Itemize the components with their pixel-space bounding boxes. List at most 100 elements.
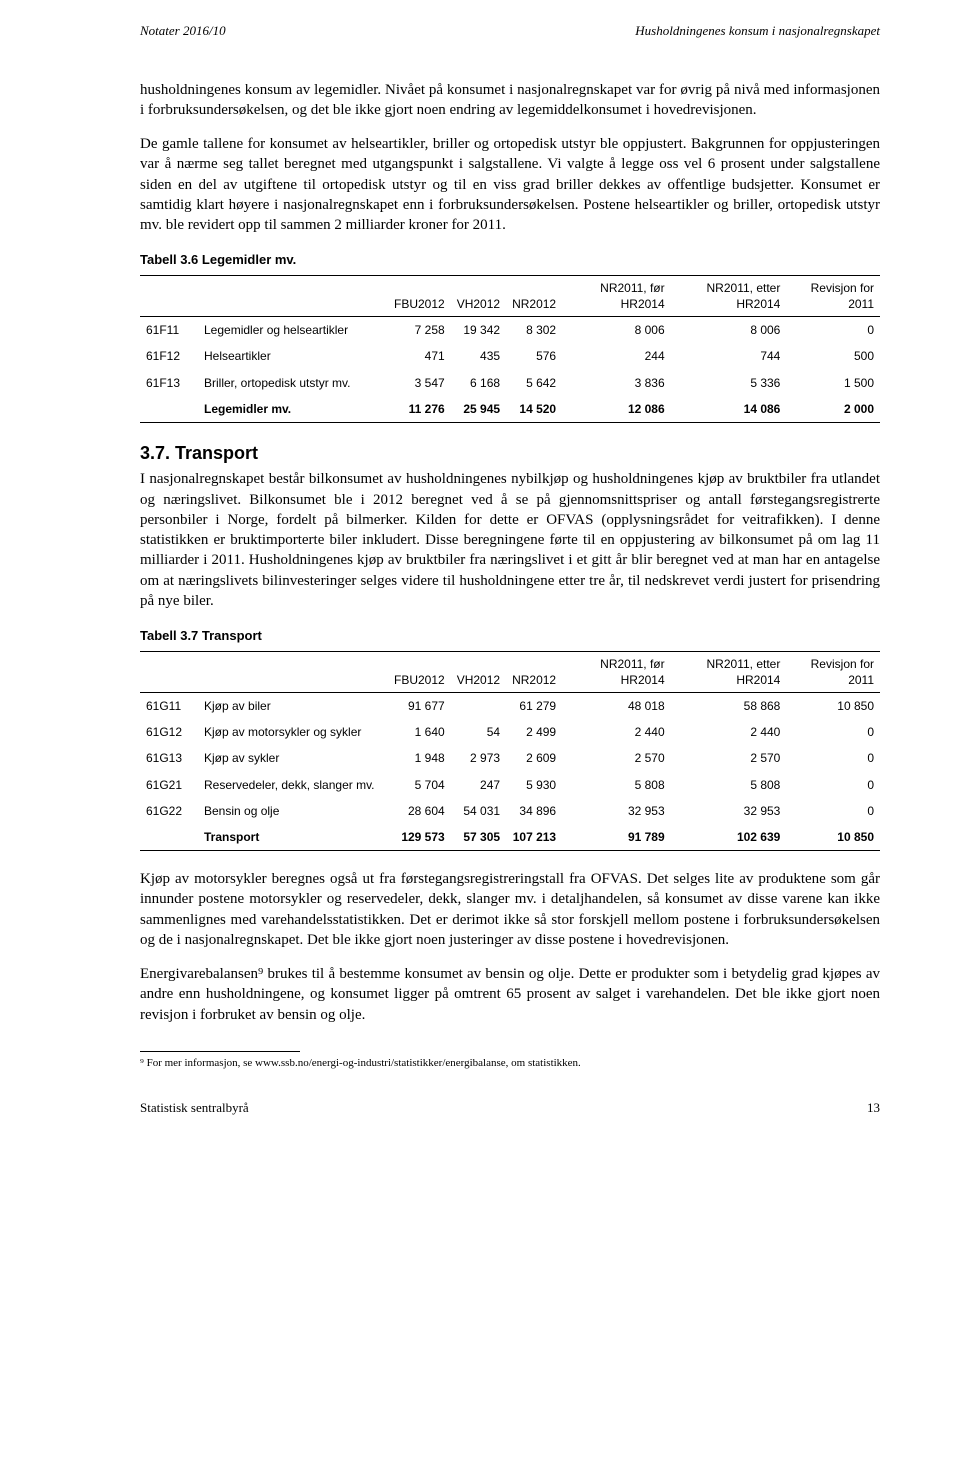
- cell-value: 91 677: [388, 692, 451, 719]
- cell-code: [140, 824, 198, 851]
- cell-value: 91 789: [562, 824, 671, 851]
- cell-value: 744: [671, 343, 787, 369]
- footnote-9: ⁹ For mer informasjon, se www.ssb.no/ene…: [140, 1056, 880, 1071]
- cell-code: 61G13: [140, 745, 198, 771]
- cell-value: 5 704: [388, 772, 451, 798]
- th-empty: [140, 275, 198, 316]
- cell-value: 3 547: [388, 370, 451, 396]
- cell-value: 5 336: [671, 370, 787, 396]
- th-vh2012: VH2012: [451, 651, 506, 692]
- cell-value: 0: [786, 719, 880, 745]
- th-empty: [140, 651, 198, 692]
- cell-label: Bensin og olje: [198, 798, 388, 824]
- cell-label: Kjøp av sykler: [198, 745, 388, 771]
- cell-value: 1 640: [388, 719, 451, 745]
- cell-value: 14 086: [671, 396, 787, 423]
- cell-value: 48 018: [562, 692, 671, 719]
- th-empty: [198, 651, 388, 692]
- th-empty: [198, 275, 388, 316]
- cell-value: 2 570: [671, 745, 787, 771]
- cell-value: 500: [786, 343, 880, 369]
- header-left: Notater 2016/10: [140, 22, 226, 40]
- footer-left: Statistisk sentralbyrå: [140, 1099, 249, 1117]
- table-row: 61G22Bensin og olje28 60454 03134 89632 …: [140, 798, 880, 824]
- cell-label: Reservedeler, dekk, slanger mv.: [198, 772, 388, 798]
- cell-value: 247: [451, 772, 506, 798]
- cell-value: 102 639: [671, 824, 787, 851]
- th-nr2011-for: NR2011, før HR2014: [562, 275, 671, 316]
- cell-value: 11 276: [388, 396, 451, 423]
- cell-label: Legemidler mv.: [198, 396, 388, 423]
- cell-value: 2 499: [506, 719, 562, 745]
- cell-label: Kjøp av motorsykler og sykler: [198, 719, 388, 745]
- table-37-title: Tabell 3.7 Transport: [140, 627, 880, 645]
- table-row: 61F13Briller, ortopedisk utstyr mv.3 547…: [140, 370, 880, 396]
- cell-value: 2 440: [671, 719, 787, 745]
- cell-value: 0: [786, 798, 880, 824]
- cell-value: 1 948: [388, 745, 451, 771]
- cell-value: 8 006: [671, 317, 787, 344]
- cell-value: 6 168: [451, 370, 506, 396]
- cell-value: 1 500: [786, 370, 880, 396]
- table-row: 61G11Kjøp av biler91 67761 27948 01858 8…: [140, 692, 880, 719]
- cell-value: 32 953: [671, 798, 787, 824]
- th-nr2011-for: NR2011, før HR2014: [562, 651, 671, 692]
- table-36-title: Tabell 3.6 Legemidler mv.: [140, 251, 880, 269]
- cell-label: Helseartikler: [198, 343, 388, 369]
- cell-value: 5 642: [506, 370, 562, 396]
- cell-value: 471: [388, 343, 451, 369]
- table-row: 61G12Kjøp av motorsykler og sykler1 6405…: [140, 719, 880, 745]
- cell-value: 244: [562, 343, 671, 369]
- cell-code: 61F13: [140, 370, 198, 396]
- cell-value: 5 808: [671, 772, 787, 798]
- th-fbu2012: FBU2012: [388, 651, 451, 692]
- paragraph-3: I nasjonalregnskapet består bilkonsumet …: [140, 469, 880, 611]
- paragraph-2: De gamle tallene for konsumet av helsear…: [140, 134, 880, 235]
- cell-value: 34 896: [506, 798, 562, 824]
- table-row: 61G21Reservedeler, dekk, slanger mv.5 70…: [140, 772, 880, 798]
- table-row: 61F12Helseartikler471435576244744500: [140, 343, 880, 369]
- cell-value: 0: [786, 772, 880, 798]
- cell-value: 12 086: [562, 396, 671, 423]
- cell-value: 435: [451, 343, 506, 369]
- cell-value: 25 945: [451, 396, 506, 423]
- table-total-row: Transport129 57357 305107 21391 789102 6…: [140, 824, 880, 851]
- cell-value: 2 609: [506, 745, 562, 771]
- th-nr2011-etter: NR2011, etter HR2014: [671, 275, 787, 316]
- cell-value: 61 279: [506, 692, 562, 719]
- cell-value: 10 850: [786, 824, 880, 851]
- cell-value: 8 006: [562, 317, 671, 344]
- th-revisjon: Revisjon for 2011: [786, 275, 880, 316]
- cell-value: 54: [451, 719, 506, 745]
- cell-value: 32 953: [562, 798, 671, 824]
- cell-value: 7 258: [388, 317, 451, 344]
- header-right: Husholdningenes konsum i nasjonalregnska…: [635, 22, 880, 40]
- th-fbu2012: FBU2012: [388, 275, 451, 316]
- cell-code: 61G11: [140, 692, 198, 719]
- cell-code: 61G21: [140, 772, 198, 798]
- footer-right: 13: [867, 1099, 880, 1117]
- cell-value: 54 031: [451, 798, 506, 824]
- cell-value: 107 213: [506, 824, 562, 851]
- cell-label: Legemidler og helseartikler: [198, 317, 388, 344]
- cell-value: 19 342: [451, 317, 506, 344]
- section-37-title: 3.7. Transport: [140, 441, 880, 465]
- footnote-separator: [140, 1051, 300, 1052]
- table-row: 61G13Kjøp av sykler1 9482 9732 6092 5702…: [140, 745, 880, 771]
- cell-value: 3 836: [562, 370, 671, 396]
- cell-value: 5 930: [506, 772, 562, 798]
- table-total-row: Legemidler mv.11 27625 94514 52012 08614…: [140, 396, 880, 423]
- cell-value: 2 973: [451, 745, 506, 771]
- cell-code: 61F12: [140, 343, 198, 369]
- paragraph-4: Kjøp av motorsykler beregnes også ut fra…: [140, 869, 880, 950]
- cell-code: 61G12: [140, 719, 198, 745]
- cell-value: 2 440: [562, 719, 671, 745]
- table-36: FBU2012 VH2012 NR2012 NR2011, før HR2014…: [140, 275, 880, 423]
- cell-value: 10 850: [786, 692, 880, 719]
- cell-label: Kjøp av biler: [198, 692, 388, 719]
- th-revisjon: Revisjon for 2011: [786, 651, 880, 692]
- paragraph-5: Energivarebalansen⁹ brukes til å bestemm…: [140, 964, 880, 1025]
- th-vh2012: VH2012: [451, 275, 506, 316]
- cell-value: 2 570: [562, 745, 671, 771]
- cell-label: Briller, ortopedisk utstyr mv.: [198, 370, 388, 396]
